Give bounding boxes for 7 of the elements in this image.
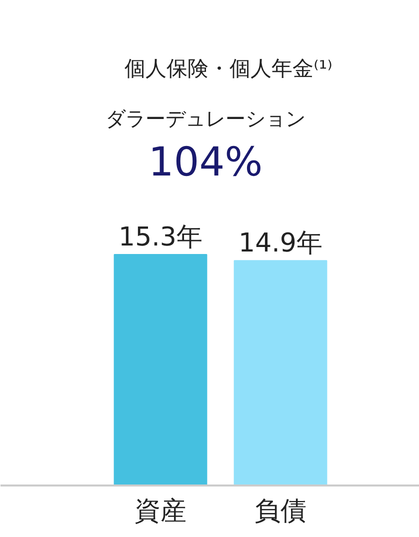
x-tick-label: 負債: [254, 496, 306, 526]
data-label: 15.3年: [118, 222, 202, 253]
text: 104%: [148, 140, 263, 186]
chart-title: 個人保険・個人年金⁽¹⁾: [124, 56, 332, 80]
text: ダラーデュレーション: [106, 106, 306, 130]
x-tick-label: 資産: [134, 496, 186, 526]
data-label: 14.9年: [238, 228, 322, 259]
